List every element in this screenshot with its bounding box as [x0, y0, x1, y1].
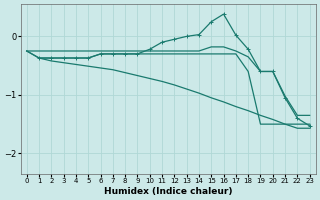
X-axis label: Humidex (Indice chaleur): Humidex (Indice chaleur)	[104, 187, 232, 196]
